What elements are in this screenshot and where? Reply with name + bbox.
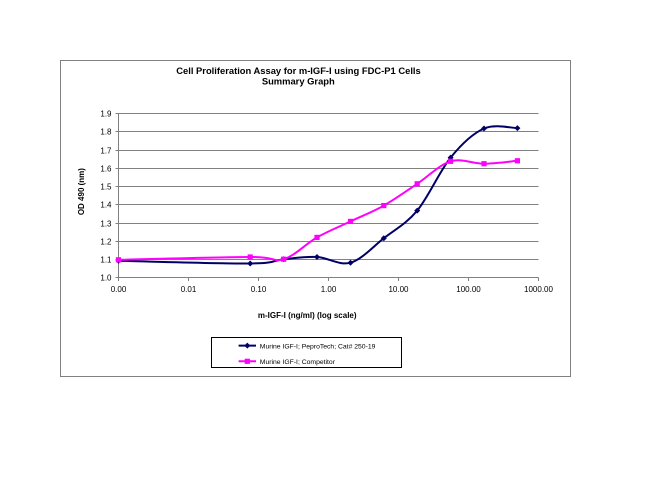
svg-text:0.01: 0.01 — [181, 285, 197, 294]
svg-text:1.1: 1.1 — [100, 256, 112, 265]
svg-text:1.2: 1.2 — [100, 238, 112, 247]
svg-text:1.9: 1.9 — [100, 110, 112, 119]
svg-text:1.8: 1.8 — [100, 128, 112, 137]
svg-text:Murine IGF-I; Competitor: Murine IGF-I; Competitor — [260, 359, 336, 366]
svg-text:100.00: 100.00 — [456, 285, 481, 294]
svg-text:1.0: 1.0 — [100, 274, 112, 283]
svg-text:Summary Graph: Summary Graph — [262, 75, 335, 86]
svg-text:Cell Proliferation Assay for m: Cell Proliferation Assay for m-IGF-I usi… — [176, 65, 421, 76]
svg-text:1.7: 1.7 — [100, 147, 112, 156]
svg-text:1000.00: 1000.00 — [524, 285, 553, 294]
svg-text:10.00: 10.00 — [388, 285, 409, 294]
svg-text:0.10: 0.10 — [251, 285, 267, 294]
svg-text:1.00: 1.00 — [321, 285, 337, 294]
svg-text:Murine IGF-I; PeproTech; Cat#: Murine IGF-I; PeproTech; Cat# 250-19 — [260, 343, 376, 350]
svg-text:1.5: 1.5 — [100, 183, 112, 192]
svg-text:1.6: 1.6 — [100, 165, 112, 174]
svg-text:m-IGF-I (ng/ml) (log scale): m-IGF-I (ng/ml) (log scale) — [258, 311, 357, 320]
svg-text:1.4: 1.4 — [100, 201, 112, 210]
svg-text:1.3: 1.3 — [100, 220, 112, 229]
svg-text:OD 490 (nm): OD 490 (nm) — [77, 168, 86, 215]
svg-text:0.00: 0.00 — [111, 285, 127, 294]
